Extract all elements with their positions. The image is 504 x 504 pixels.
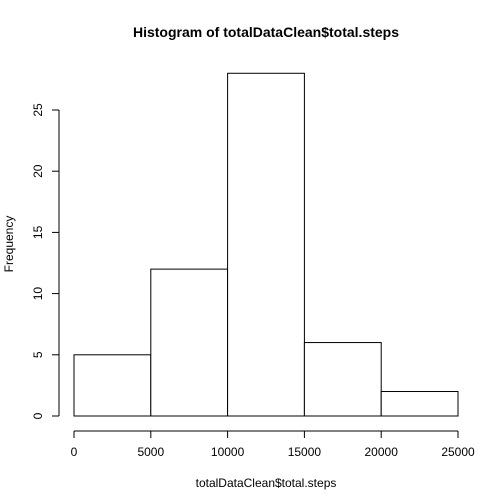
y-tick-label: 5 <box>31 351 45 358</box>
histogram-bar-5 <box>381 392 458 416</box>
y-tick-label: 15 <box>31 225 45 239</box>
x-tick-label: 20000 <box>365 445 399 459</box>
histogram-bar-4 <box>304 343 381 416</box>
x-tick-label: 25000 <box>441 445 475 459</box>
x-tick-label: 10000 <box>211 445 245 459</box>
y-axis: 0 5 10 15 20 25 <box>31 103 59 419</box>
y-tick-label: 10 <box>31 287 45 301</box>
y-axis-label: Frequency <box>2 216 16 273</box>
x-axis: 0 5000 10000 15000 20000 25000 <box>71 431 475 459</box>
y-tick-label: 0 <box>31 412 45 419</box>
y-tick-label: 20 <box>31 164 45 178</box>
x-axis-label: totalDataClean$total.steps <box>196 476 337 490</box>
y-tick-label: 25 <box>31 103 45 117</box>
histogram-bars <box>74 73 458 416</box>
histogram-bar-2 <box>151 269 228 416</box>
x-tick-label: 5000 <box>137 445 164 459</box>
x-tick-label: 15000 <box>288 445 322 459</box>
histogram-bar-1 <box>74 355 151 416</box>
chart-title: Histogram of totalDataClean$total.steps <box>133 24 399 40</box>
x-tick-label: 0 <box>71 445 78 459</box>
histogram-bar-3 <box>228 73 305 416</box>
